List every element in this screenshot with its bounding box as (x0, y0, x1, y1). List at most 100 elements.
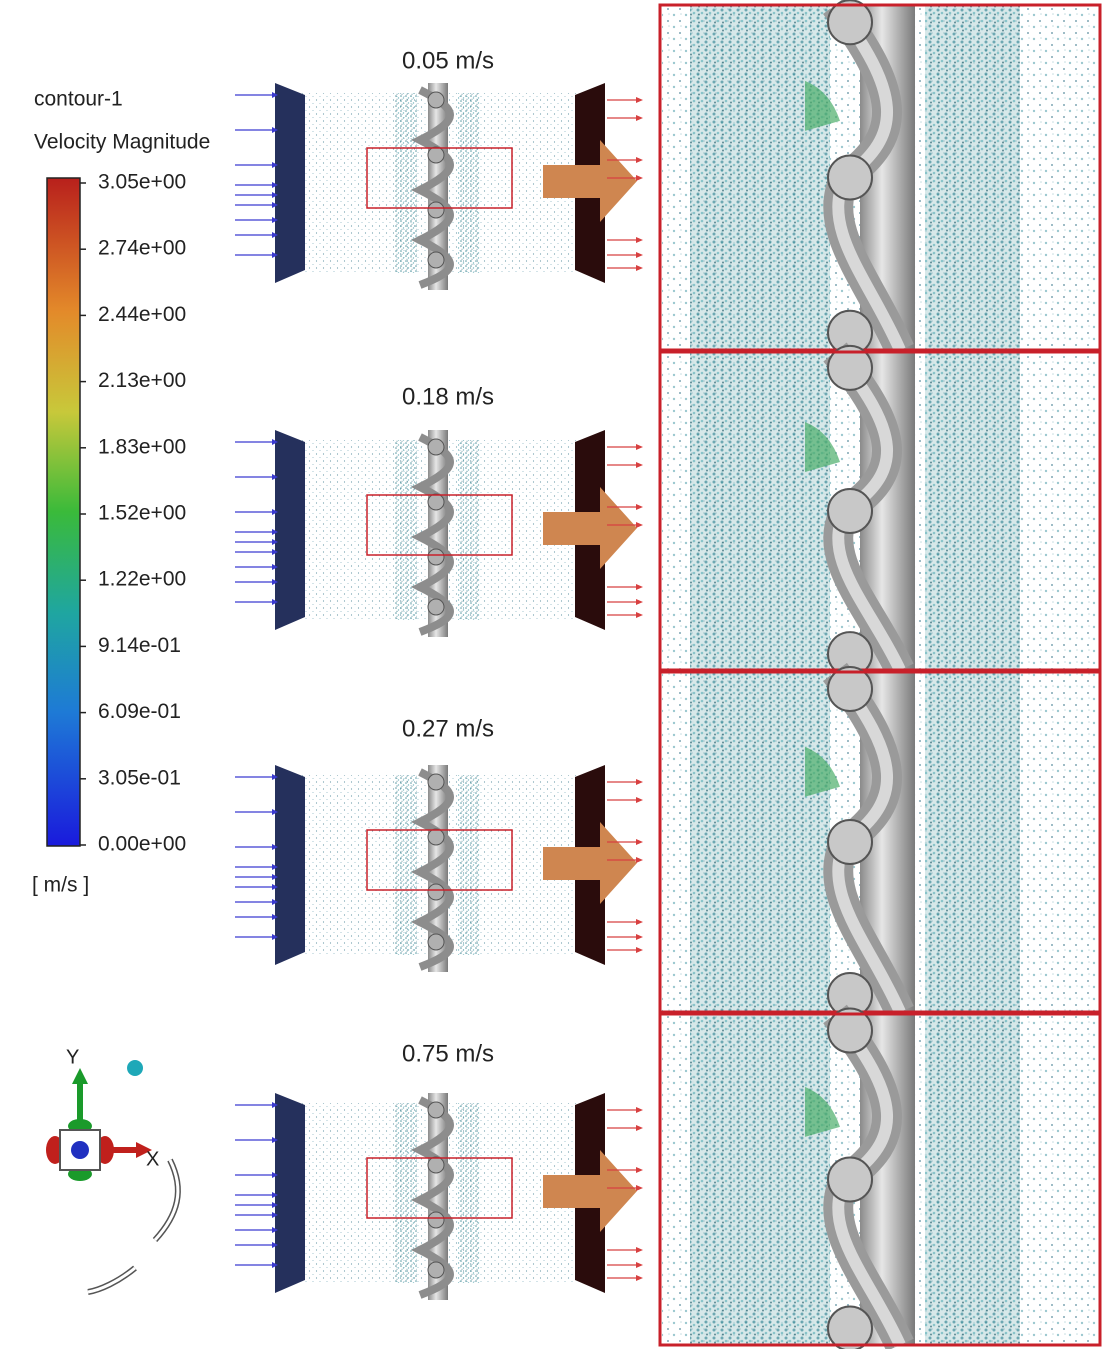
inlet-arrow-head (272, 579, 278, 585)
outlet-arrow-head (636, 1262, 643, 1268)
inlet-arrow-head (272, 1227, 278, 1233)
helix-bead (427, 548, 445, 566)
outlet-arrow-head (636, 1125, 643, 1131)
zoom-highlight (805, 80, 840, 131)
colorbar-tick-label: 2.44e+00 (98, 303, 186, 326)
zoom-bead (827, 666, 873, 712)
zoom-wake (690, 5, 830, 350)
inlet-arrow-head (272, 529, 278, 535)
helix-bead (427, 933, 445, 951)
colorbar-tick-label: 3.05e-01 (98, 766, 181, 789)
colorbar-tick-label: 6.09e-01 (98, 700, 181, 723)
y-axis-label: Y (66, 1046, 79, 1068)
zoom-frame (366, 1157, 513, 1219)
wake-band (458, 440, 480, 620)
inlet-arrow-head (272, 1262, 278, 1268)
zoom-panel (658, 342, 1102, 678)
z-axis (71, 1141, 89, 1159)
outlet-arrow-head (636, 462, 643, 468)
helix-bead (427, 493, 445, 511)
helix (411, 1096, 454, 1299)
inlet (275, 1093, 305, 1293)
outlet-arrow-head (636, 1275, 643, 1281)
inlet-arrow-head (272, 884, 278, 890)
helix-bead (427, 828, 445, 846)
inlet-arrow-head (272, 899, 278, 905)
inlet-arrow-head (272, 182, 278, 188)
zoom-wake (690, 352, 830, 670)
zoom-highlight (805, 746, 840, 797)
inlet-arrow-head (272, 217, 278, 223)
helix-bead (427, 1156, 445, 1174)
inlet-arrow-head (272, 232, 278, 238)
helix-bead (427, 438, 445, 456)
wake-band (458, 93, 480, 273)
helix-bead (427, 1101, 445, 1119)
inlet-arrow-head (272, 1212, 278, 1218)
outlet-arrow-head (636, 947, 643, 953)
helix-bead (427, 201, 445, 219)
zoom-border (658, 1012, 1102, 1347)
helix-bead (427, 146, 445, 164)
outlet-arrow-head (636, 1107, 643, 1113)
inlet-arrow-head (272, 509, 278, 515)
iso-ball (127, 1060, 143, 1076)
inlet-arrow-head (272, 599, 278, 605)
wake-band (458, 775, 480, 955)
outlet-arrow-head (636, 522, 643, 528)
inlet-arrow-head (272, 934, 278, 940)
inlet-arrow-head (272, 874, 278, 880)
panel-label: 0.18 m/s (402, 383, 494, 410)
inlet-arrow-head (272, 92, 278, 98)
outlet-arrow-head (636, 919, 643, 925)
zoom-border (658, 670, 1102, 1014)
x-axis-label: X (146, 1148, 159, 1170)
outlet-arrow-head (636, 797, 643, 803)
inlet-arrow-head (272, 202, 278, 208)
colorbar-tick-label: 9.14e-01 (98, 634, 181, 657)
inlet-arrow-head (272, 864, 278, 870)
inlet-arrow-head (272, 192, 278, 198)
outlet-arrow-head (636, 97, 643, 103)
inlet-arrow-head (272, 564, 278, 570)
helix-bead (427, 598, 445, 616)
panel: 0.18 m/s (235, 383, 643, 637)
zoom-panel (658, 662, 1102, 1019)
zoom-highlight (805, 1086, 840, 1137)
outlet-arrow-head (636, 237, 643, 243)
wake-band (395, 93, 417, 273)
inlet-arrow-head (272, 539, 278, 545)
zoom-wake (690, 1014, 830, 1345)
axis-triad: Y X (46, 1046, 181, 1295)
colorbar-tick-label: 3.05e+00 (98, 171, 186, 194)
zoom-highlight (805, 421, 840, 472)
helix-bead (427, 1211, 445, 1229)
helix (411, 86, 454, 289)
colorbar-tick-label: 1.83e+00 (98, 435, 186, 458)
helix (411, 433, 454, 636)
zoom-bead (827, 1156, 873, 1203)
outlet-arrow-head (636, 1167, 643, 1173)
zoom-border (658, 3, 1102, 352)
inlet-arrow-head (272, 127, 278, 133)
inlet-arrow-head (272, 1172, 278, 1178)
zoom-bead (827, 819, 873, 865)
inlet-arrow-head (272, 774, 278, 780)
zoom-wake (925, 5, 1020, 350)
outlet-arrow-head (636, 584, 643, 590)
inlet-arrow-head (272, 1137, 278, 1143)
zoom-bead (827, 154, 873, 201)
outlet-arrow-head (636, 115, 643, 121)
zoom-bead (827, 0, 873, 46)
outlet-arrow-head (636, 779, 643, 785)
outlet-arrow-head (636, 157, 643, 163)
inlet-arrow-head (272, 252, 278, 258)
inlet-arrow-head (272, 549, 278, 555)
zoom-frame (366, 147, 513, 209)
zoom-bead (827, 1305, 873, 1349)
colorbar-tick-label: 2.74e+00 (98, 237, 186, 260)
y-axis-head (72, 1068, 88, 1084)
